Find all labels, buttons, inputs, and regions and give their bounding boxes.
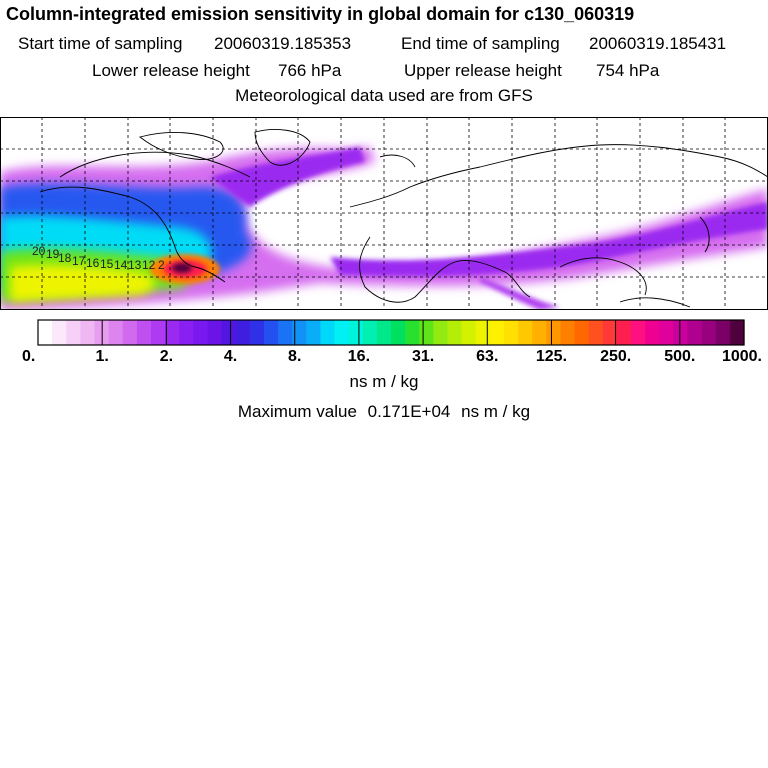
colorbar-tick-label: 250. <box>600 348 631 365</box>
colorbar-swatch <box>193 320 209 345</box>
colorbar-frame <box>37 319 745 346</box>
track-label: 2 <box>158 258 165 272</box>
track-label: 16 <box>86 256 100 270</box>
colorbar-swatch <box>136 320 152 345</box>
colorbar-swatch <box>560 320 576 345</box>
colorbar-tick-label: 4. <box>224 348 237 365</box>
colorbar-swatch <box>38 320 53 345</box>
colorbar-swatch <box>489 320 505 345</box>
colorbar-swatch <box>588 320 604 345</box>
colorbar-swatch <box>546 320 562 345</box>
colorbar-swatch <box>348 320 364 345</box>
colorbar-swatch <box>419 320 434 345</box>
colorbar-swatch <box>701 320 717 345</box>
colorbar-swatch <box>108 320 124 345</box>
colorbar-swatch <box>320 320 336 345</box>
track-label: 19 <box>46 247 60 261</box>
colorbar-swatch <box>503 320 519 345</box>
colorbar-swatch <box>461 320 477 345</box>
track-label: 20 <box>32 244 46 258</box>
colorbar-swatch <box>673 320 689 345</box>
track-label: 14 <box>114 258 128 272</box>
max-value-number: 0.171E+04 <box>367 402 451 421</box>
upper-height-value: 754 hPa <box>596 61 660 80</box>
colorbar: 0. 1. 2. 4. 8. 16. 31. 63. 125. 250. 500. 1000. <box>22 319 762 365</box>
colorbar-tick-label: 0. <box>22 348 35 365</box>
colorbar-swatch <box>263 320 279 345</box>
colorbar-swatch <box>249 320 265 345</box>
track-label: 17 <box>72 254 86 268</box>
colorbar-tick-label: 63. <box>476 348 498 365</box>
sensitivity-map: 20 19 18 17 16 15 14 13 12 2 <box>0 117 768 310</box>
colorbar-swatch <box>207 320 223 345</box>
colorbar-swatch <box>475 320 491 345</box>
max-value-label: Maximum value <box>237 402 357 421</box>
maximum-value: Maximum value 0.171E+04 ns m / kg <box>0 402 768 422</box>
colorbar-swatch <box>80 320 96 345</box>
track-label: 13 <box>128 258 142 272</box>
colorbar-swatch <box>532 320 547 345</box>
start-time-value: 20060319.185353 <box>214 34 352 53</box>
colorbar-swatch <box>602 320 618 345</box>
colorbar-swatch <box>645 320 660 345</box>
colorbar-swatch <box>391 320 406 345</box>
colorbar-swatch <box>433 320 449 345</box>
colorbar-swatch <box>52 320 67 345</box>
colorbar-swatch <box>687 320 703 345</box>
track-labels: 20 19 18 17 16 15 14 13 12 2 <box>32 244 165 272</box>
colorbar-swatch <box>715 320 731 345</box>
colorbar-tick-label: 1000. <box>722 348 762 365</box>
colorbar-units: ns m / kg <box>349 372 419 391</box>
colorbar-swatch <box>574 320 590 345</box>
end-time-label: End time of sampling <box>401 34 560 53</box>
page-title: Column-integrated emission sensitivity i… <box>6 4 635 24</box>
track-label: 18 <box>58 251 72 265</box>
met-data-note: Meteorological data used are from GFS <box>235 86 533 105</box>
lower-height-label: Lower release height <box>92 61 250 80</box>
end-time-value: 20060319.185431 <box>589 34 727 53</box>
colorbar-swatch <box>376 320 392 345</box>
colorbar-swatch <box>405 320 420 345</box>
colorbar-tick-label: 2. <box>160 348 173 365</box>
colorbar-swatch <box>235 320 251 345</box>
colorbar-swatch <box>278 320 293 345</box>
track-label: 15 <box>100 257 114 271</box>
colorbar-tick-label: 16. <box>348 348 370 365</box>
colorbar-tick-labels: 0. 1. 2. 4. 8. 16. 31. 63. 125. 250. 500. 1000. <box>22 348 762 365</box>
colorbar-swatch <box>66 320 81 345</box>
colorbar-swatch <box>362 320 378 345</box>
graticule <box>0 117 768 310</box>
max-value-units: ns m / kg <box>461 402 531 421</box>
colorbar-swatch <box>518 320 533 345</box>
colorbar-tick-label: 500. <box>664 348 695 365</box>
colorbar-dividers <box>101 320 681 345</box>
colorbar-tick-label: 8. <box>288 348 301 365</box>
colorbar-swatch <box>221 320 237 345</box>
colorbar-swatch <box>729 320 745 345</box>
colorbar-swatch <box>659 320 674 345</box>
colorbar-swatch <box>292 320 307 345</box>
colorbar-tick-label: 1. <box>96 348 109 365</box>
colorbar-swatch <box>179 320 194 345</box>
colorbar-swatch <box>122 320 138 345</box>
lower-height-value: 766 hPa <box>278 61 342 80</box>
colorbar-swatch <box>165 320 180 345</box>
colorbar-tick-label: 125. <box>536 348 567 365</box>
colorbar-swatch <box>334 320 350 345</box>
colorbar-swatch <box>150 320 166 345</box>
start-time-label: Start time of sampling <box>18 34 183 53</box>
colorbar-swatches <box>38 320 745 345</box>
colorbar-tick-label: 31. <box>412 348 434 365</box>
colorbar-swatch <box>306 320 321 345</box>
colorbar-swatch <box>447 320 463 345</box>
upper-height-label: Upper release height <box>404 61 562 80</box>
colorbar-swatch <box>631 320 646 345</box>
colorbar-swatch <box>616 320 632 345</box>
track-label: 12 <box>142 258 156 272</box>
